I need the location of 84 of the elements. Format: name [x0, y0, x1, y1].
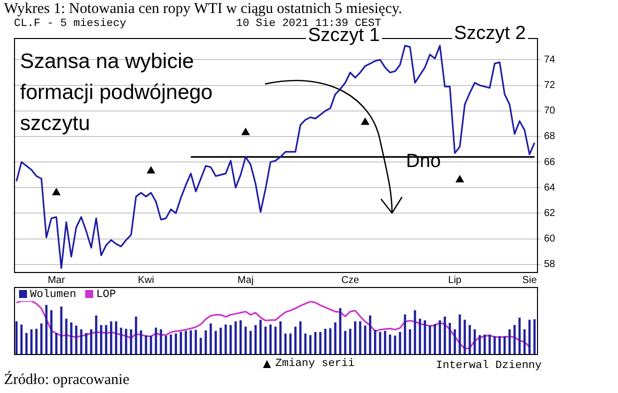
y-tick-label: 70: [544, 106, 556, 117]
bar: [210, 323, 212, 354]
bar: [369, 316, 372, 354]
annotation: Szczyt 1: [306, 25, 382, 46]
bar: [474, 329, 476, 354]
bar: [190, 330, 192, 354]
x-tick-label: Sie: [522, 274, 538, 286]
point: [52, 188, 60, 196]
y-tick-label: 66: [544, 156, 556, 168]
bar: [200, 338, 202, 354]
bar: [464, 320, 466, 354]
bar: [359, 321, 362, 354]
y-tick-label: 72: [544, 80, 556, 92]
bar: [364, 326, 366, 354]
y-tick-label: 64: [544, 182, 556, 194]
y-tick-label: 58: [544, 259, 556, 270]
legend-label: Zmiany serii: [275, 358, 355, 370]
bar: [494, 336, 496, 354]
bar: [334, 322, 336, 354]
y-tick-label: 62: [544, 208, 556, 219]
y-tick-label: 68: [544, 131, 556, 142]
x-tick-label: Mar: [48, 274, 66, 286]
bar: [80, 329, 82, 354]
chart-subtitle: CL.F - 5 miesiecy: [14, 18, 126, 30]
bar: [220, 328, 222, 354]
bar: [204, 330, 207, 354]
point: [147, 166, 155, 174]
bar: [45, 304, 48, 354]
bar: [438, 320, 441, 354]
bar: [468, 325, 471, 354]
y-tick-label: 60: [544, 234, 556, 245]
bar: [184, 330, 187, 354]
x-tick-label: Maj: [238, 274, 254, 286]
bar: [85, 333, 88, 354]
bar: [314, 332, 316, 354]
annotation: Szansa na wybicie formacji podwójnego szczytu: [20, 49, 214, 137]
bar: [65, 318, 68, 354]
bar: [329, 328, 332, 354]
legend-label: LOP: [96, 288, 116, 301]
bar: [224, 324, 227, 354]
bar: [309, 335, 312, 354]
annotation: Szczyt 2: [452, 23, 528, 44]
bar: [234, 321, 237, 354]
bar: [484, 334, 486, 354]
bar: [488, 334, 491, 354]
text: Źródło: opracowanie: [4, 372, 130, 389]
bar: [503, 336, 506, 354]
bar: [194, 330, 197, 354]
bar: [95, 316, 98, 354]
bar: [344, 330, 346, 354]
bar: [354, 321, 356, 354]
x-tick-label: Kwi: [138, 274, 154, 286]
x-tick-label: Cze: [341, 274, 360, 286]
bar: [478, 335, 481, 354]
bar: [339, 308, 342, 354]
bar: [349, 328, 352, 354]
bar: [50, 310, 52, 354]
bar: [214, 330, 217, 354]
bar: [498, 336, 501, 354]
bar: [110, 321, 112, 354]
bar: [444, 316, 446, 354]
bar: [324, 328, 326, 354]
bar: [75, 326, 78, 354]
bar: [319, 332, 322, 354]
bar: [448, 322, 451, 354]
bar: [105, 325, 108, 354]
bar: [70, 322, 72, 354]
bar: [55, 333, 58, 354]
legend-label: Wolumen: [30, 288, 76, 301]
point: [242, 128, 250, 136]
y-tick-label: 74: [544, 54, 556, 66]
bar: [180, 332, 182, 354]
bar: [230, 325, 232, 354]
bar: [90, 329, 92, 354]
x-tick-label: Lip: [448, 274, 462, 286]
bar: [454, 329, 456, 354]
bar: [60, 306, 62, 354]
point: [456, 175, 464, 182]
bar: [240, 320, 242, 354]
chart-title: Wykres 1: Notowania cen ropy WTI w ciągu ostatnich 5 miesięcy.: [4, 1, 402, 18]
bar: [458, 314, 461, 354]
point: [361, 118, 370, 125]
text: Interwal Dzienny: [436, 360, 542, 372]
bar: [100, 325, 102, 354]
